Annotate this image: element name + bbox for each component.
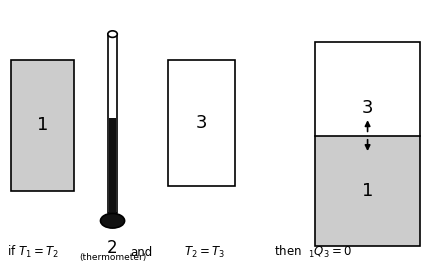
Text: and: and — [130, 246, 152, 259]
Text: then  $_1Q_3 = 0$: then $_1Q_3 = 0$ — [274, 244, 352, 260]
Circle shape — [100, 214, 125, 228]
Bar — [315, 136, 420, 246]
Bar — [109, 118, 116, 213]
Bar — [168, 60, 235, 186]
Text: 3: 3 — [196, 114, 208, 132]
Text: (thermometer): (thermometer) — [79, 253, 146, 262]
Bar — [108, 34, 117, 213]
Text: 2: 2 — [107, 238, 118, 257]
Text: 1: 1 — [362, 182, 373, 200]
Ellipse shape — [108, 31, 117, 37]
Bar — [315, 42, 420, 246]
Bar — [315, 42, 420, 136]
Bar — [11, 60, 74, 191]
Text: 1: 1 — [37, 116, 48, 135]
Text: if $T_1 = T_2$: if $T_1 = T_2$ — [7, 244, 59, 260]
Text: 3: 3 — [362, 99, 373, 116]
Text: $T_2 = T_3$: $T_2 = T_3$ — [184, 245, 225, 260]
